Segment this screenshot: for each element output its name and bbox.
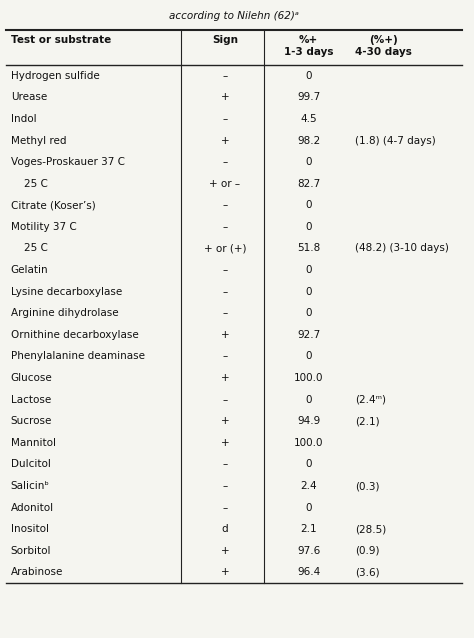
- Text: 99.7: 99.7: [297, 93, 320, 102]
- Text: –: –: [222, 395, 228, 404]
- Text: 4.5: 4.5: [301, 114, 317, 124]
- Text: +: +: [220, 135, 229, 145]
- Text: +: +: [220, 546, 229, 556]
- Text: –: –: [222, 157, 228, 167]
- Text: +: +: [220, 330, 229, 340]
- Text: +: +: [220, 567, 229, 577]
- Text: Mannitol: Mannitol: [11, 438, 56, 448]
- Text: Ornithine decarboxylase: Ornithine decarboxylase: [11, 330, 138, 340]
- Text: –: –: [222, 503, 228, 513]
- Text: –: –: [222, 114, 228, 124]
- Text: 25 C: 25 C: [11, 244, 47, 253]
- Text: Inositol: Inositol: [11, 524, 49, 534]
- Text: 25 C: 25 C: [11, 179, 47, 189]
- Text: Motility 37 C: Motility 37 C: [11, 222, 76, 232]
- Text: 0: 0: [305, 503, 312, 513]
- Text: (2.4ᵐ): (2.4ᵐ): [355, 395, 386, 404]
- Text: –: –: [222, 352, 228, 362]
- Text: + or (+): + or (+): [204, 244, 246, 253]
- Text: 0: 0: [305, 157, 312, 167]
- Text: Adonitol: Adonitol: [11, 503, 54, 513]
- Text: Glucose: Glucose: [11, 373, 53, 383]
- Text: 51.8: 51.8: [297, 244, 320, 253]
- Text: –: –: [222, 459, 228, 470]
- Text: 94.9: 94.9: [297, 416, 320, 426]
- Text: 2.4: 2.4: [301, 481, 317, 491]
- Text: 0: 0: [305, 308, 312, 318]
- Text: Lactose: Lactose: [11, 395, 51, 404]
- Text: –: –: [222, 222, 228, 232]
- Text: –: –: [222, 71, 228, 81]
- Text: (28.5): (28.5): [355, 524, 386, 534]
- Text: 0: 0: [305, 222, 312, 232]
- Text: 0: 0: [305, 286, 312, 297]
- Text: +: +: [220, 416, 229, 426]
- Text: 0: 0: [305, 200, 312, 211]
- Text: Voges-Proskauer 37 C: Voges-Proskauer 37 C: [11, 157, 125, 167]
- Text: Hydrogen sulfide: Hydrogen sulfide: [11, 71, 100, 81]
- Text: –: –: [222, 265, 228, 275]
- Text: –: –: [222, 286, 228, 297]
- Text: Lysine decarboxylase: Lysine decarboxylase: [11, 286, 122, 297]
- Text: %+
1-3 days: %+ 1-3 days: [284, 35, 333, 57]
- Text: Salicinᵇ: Salicinᵇ: [11, 481, 50, 491]
- Text: 96.4: 96.4: [297, 567, 320, 577]
- Text: (0.3): (0.3): [355, 481, 380, 491]
- Text: +: +: [220, 438, 229, 448]
- Text: (%+)
4-30 days: (%+) 4-30 days: [355, 35, 412, 57]
- Text: Dulcitol: Dulcitol: [11, 459, 51, 470]
- Text: according to Nilehn (62)ᵃ: according to Nilehn (62)ᵃ: [169, 11, 299, 21]
- Text: 2.1: 2.1: [301, 524, 317, 534]
- Text: (3.6): (3.6): [355, 567, 380, 577]
- Text: 0: 0: [305, 71, 312, 81]
- Text: Gelatin: Gelatin: [11, 265, 48, 275]
- Text: Citrate (Koser’s): Citrate (Koser’s): [11, 200, 95, 211]
- Text: 82.7: 82.7: [297, 179, 320, 189]
- Text: 0: 0: [305, 395, 312, 404]
- Text: Methyl red: Methyl red: [11, 135, 66, 145]
- Text: (48.2) (3-10 days): (48.2) (3-10 days): [355, 244, 449, 253]
- Text: 0: 0: [305, 352, 312, 362]
- Text: + or –: + or –: [210, 179, 240, 189]
- Text: (2.1): (2.1): [355, 416, 380, 426]
- Text: d: d: [221, 524, 228, 534]
- Text: 100.0: 100.0: [294, 373, 323, 383]
- Text: (1.8) (4-7 days): (1.8) (4-7 days): [355, 135, 436, 145]
- Text: 0: 0: [305, 459, 312, 470]
- Text: 100.0: 100.0: [294, 438, 323, 448]
- Text: 0: 0: [305, 265, 312, 275]
- Text: Phenylalanine deaminase: Phenylalanine deaminase: [11, 352, 145, 362]
- Text: 98.2: 98.2: [297, 135, 320, 145]
- Text: Sucrose: Sucrose: [11, 416, 52, 426]
- Text: Test or substrate: Test or substrate: [11, 35, 111, 45]
- Text: (0.9): (0.9): [355, 546, 380, 556]
- Text: +: +: [220, 93, 229, 102]
- Text: Arginine dihydrolase: Arginine dihydrolase: [11, 308, 118, 318]
- Text: Sorbitol: Sorbitol: [11, 546, 51, 556]
- Text: –: –: [222, 200, 228, 211]
- Text: –: –: [222, 308, 228, 318]
- Text: 92.7: 92.7: [297, 330, 320, 340]
- Text: Indol: Indol: [11, 114, 36, 124]
- Text: 97.6: 97.6: [297, 546, 320, 556]
- Text: –: –: [222, 481, 228, 491]
- Text: Sign: Sign: [212, 35, 238, 45]
- Text: Arabinose: Arabinose: [11, 567, 63, 577]
- Text: Urease: Urease: [11, 93, 47, 102]
- Text: +: +: [220, 373, 229, 383]
